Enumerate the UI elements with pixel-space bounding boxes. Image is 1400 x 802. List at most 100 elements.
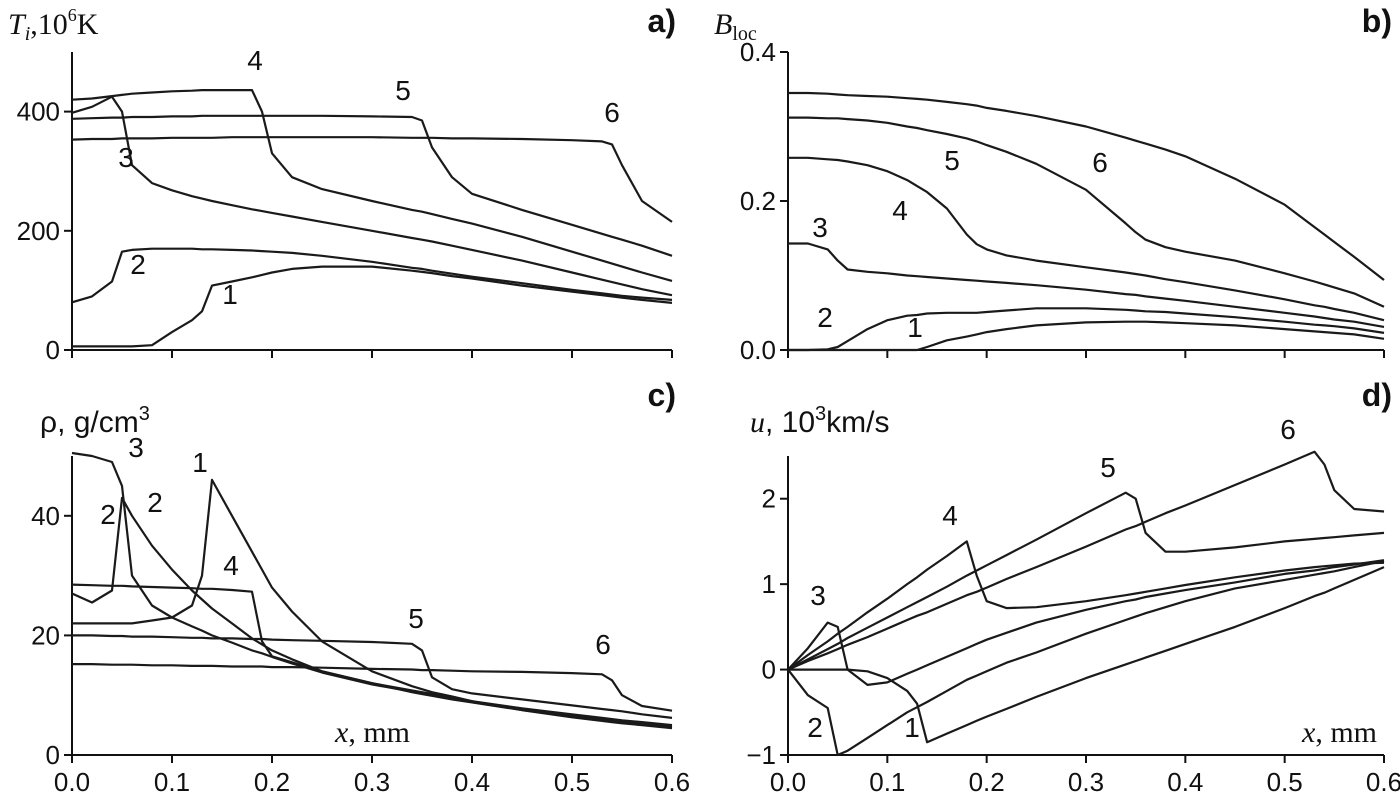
- y-tick-label: 0.4: [740, 37, 776, 67]
- x-tick-label: 0.0: [770, 767, 806, 797]
- data-line: [788, 566, 1385, 744]
- data-line: [788, 156, 1385, 322]
- x-tick-label: 0.4: [454, 767, 490, 797]
- data-line: [787, 540, 1385, 671]
- data-line: [71, 136, 673, 223]
- data-line: [787, 560, 1385, 757]
- label-part: K: [77, 8, 99, 41]
- curve-label: 4: [247, 45, 263, 76]
- y-tick-label: 400: [17, 97, 60, 127]
- panel-title: c): [648, 377, 676, 413]
- y-tick-label: 0: [762, 655, 776, 685]
- label-part: u: [750, 406, 765, 439]
- x-axis-label: x, mm: [1301, 716, 1377, 749]
- curve-label: 5: [944, 145, 960, 176]
- curve-label: 1: [907, 312, 923, 343]
- curve-label: 2: [100, 499, 116, 530]
- data-line: [71, 583, 673, 727]
- y-tick-label: 2: [762, 484, 776, 514]
- curve-label: 6: [595, 629, 611, 660]
- label-part: , mm: [1315, 716, 1377, 749]
- data-line: [72, 265, 673, 348]
- y-tick-label: −1: [746, 740, 776, 770]
- panel-title: d): [1362, 377, 1392, 413]
- y-tick-label: 0: [46, 335, 60, 365]
- data-line: [787, 559, 1385, 686]
- y-tick-label: 0: [46, 740, 60, 770]
- x-tick-label: 0.0: [54, 767, 90, 797]
- panel-title: a): [648, 3, 676, 39]
- label-part: ,10: [30, 8, 68, 41]
- panel-title: b): [1362, 3, 1392, 39]
- curve-label: 6: [604, 97, 620, 128]
- x-tick-label: 0.6: [1366, 767, 1400, 797]
- x-tick-label: 0.5: [554, 767, 590, 797]
- data-line: [788, 242, 1385, 328]
- curve-label: 2: [130, 249, 146, 280]
- data-line: [71, 95, 673, 297]
- label-part: 6: [68, 5, 77, 25]
- data-line: [71, 89, 673, 282]
- x-axis-label: x, mm: [334, 716, 410, 749]
- data-line: [71, 451, 673, 728]
- label-part: 3: [139, 403, 150, 425]
- data-line: [72, 634, 673, 719]
- curve-label: 4: [892, 195, 908, 226]
- label-part: , mm: [348, 716, 410, 749]
- data-line: [72, 663, 673, 712]
- data-line: [787, 491, 1385, 671]
- y-tick-label: 200: [17, 216, 60, 246]
- data-line: [788, 91, 1385, 281]
- y-tick-label: 1: [762, 569, 776, 599]
- y-tick-label: 0.2: [740, 186, 776, 216]
- label-part: loc: [732, 23, 757, 45]
- label-part: T: [8, 8, 27, 41]
- x-tick-label: 0.3: [354, 767, 390, 797]
- y-axis-label: u, 103km/s: [750, 403, 890, 439]
- y-tick-label: 0.0: [740, 335, 776, 365]
- label-part: , 10: [765, 406, 815, 439]
- y-axis-label: ρ, g/cm3: [40, 403, 150, 439]
- curve-label: 2: [147, 487, 163, 518]
- x-tick-label: 0.2: [254, 767, 290, 797]
- y-tick-label: 20: [31, 620, 60, 650]
- curve-label: 2: [807, 712, 823, 743]
- data-line: [787, 450, 1385, 671]
- curve-label: 5: [1100, 452, 1116, 483]
- label-part: x: [1301, 716, 1316, 749]
- curve-label: 6: [1092, 147, 1108, 178]
- x-tick-label: 0.5: [1267, 767, 1303, 797]
- curve-label: 3: [128, 432, 144, 463]
- label-part: ρ, g/cm: [40, 406, 139, 439]
- x-tick-label: 0.1: [869, 767, 905, 797]
- curve-label: 3: [810, 580, 826, 611]
- data-line: [71, 114, 673, 257]
- curve-label: 1: [222, 279, 238, 310]
- curve-label: 5: [395, 75, 411, 106]
- curve-label: 4: [223, 550, 239, 581]
- curve-label: 3: [812, 212, 828, 243]
- x-tick-label: 0.2: [969, 767, 1005, 797]
- curve-label: 1: [192, 447, 208, 478]
- data-line: [788, 320, 1385, 352]
- curve-label: 5: [408, 603, 424, 634]
- x-tick-label: 0.3: [1068, 767, 1104, 797]
- y-tick-label: 40: [31, 501, 60, 531]
- x-tick-label: 0.4: [1167, 767, 1203, 797]
- x-tick-label: 0.6: [654, 767, 690, 797]
- curve-label: 2: [817, 302, 833, 333]
- label-part: i: [25, 23, 31, 45]
- data-line: [788, 116, 1385, 308]
- y-axis-label: Bloc: [714, 8, 757, 45]
- curve-label: 3: [118, 142, 134, 173]
- curve-label: 4: [942, 500, 958, 531]
- label-part: B: [714, 8, 732, 41]
- curve-label: 6: [1280, 414, 1296, 445]
- label-part: 3: [815, 403, 826, 425]
- label-part: km/s: [826, 406, 889, 439]
- y-axis-label: Ti,106K: [8, 5, 99, 45]
- data-line: [71, 247, 673, 304]
- x-tick-label: 0.1: [154, 767, 190, 797]
